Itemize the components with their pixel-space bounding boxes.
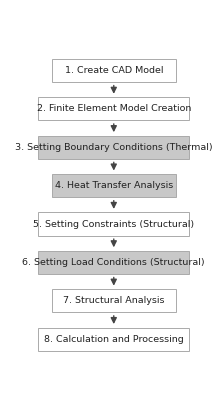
Text: 1. Create CAD Model: 1. Create CAD Model: [65, 66, 163, 75]
FancyBboxPatch shape: [38, 328, 189, 351]
FancyBboxPatch shape: [52, 289, 176, 312]
FancyBboxPatch shape: [38, 251, 189, 274]
Text: 5. Setting Constraints (Structural): 5. Setting Constraints (Structural): [33, 219, 194, 229]
Text: 2. Finite Element Model Creation: 2. Finite Element Model Creation: [37, 104, 191, 113]
Text: 4. Heat Transfer Analysis: 4. Heat Transfer Analysis: [55, 181, 173, 190]
Text: 3. Setting Boundary Conditions (Thermal): 3. Setting Boundary Conditions (Thermal): [15, 143, 213, 152]
FancyBboxPatch shape: [52, 174, 176, 197]
FancyBboxPatch shape: [52, 59, 176, 82]
FancyBboxPatch shape: [38, 97, 189, 120]
Text: 8. Calculation and Processing: 8. Calculation and Processing: [44, 335, 184, 344]
Text: 7. Structural Analysis: 7. Structural Analysis: [63, 296, 165, 305]
FancyBboxPatch shape: [38, 136, 189, 159]
Text: 6. Setting Load Conditions (Structural): 6. Setting Load Conditions (Structural): [22, 258, 205, 267]
FancyBboxPatch shape: [38, 213, 189, 236]
